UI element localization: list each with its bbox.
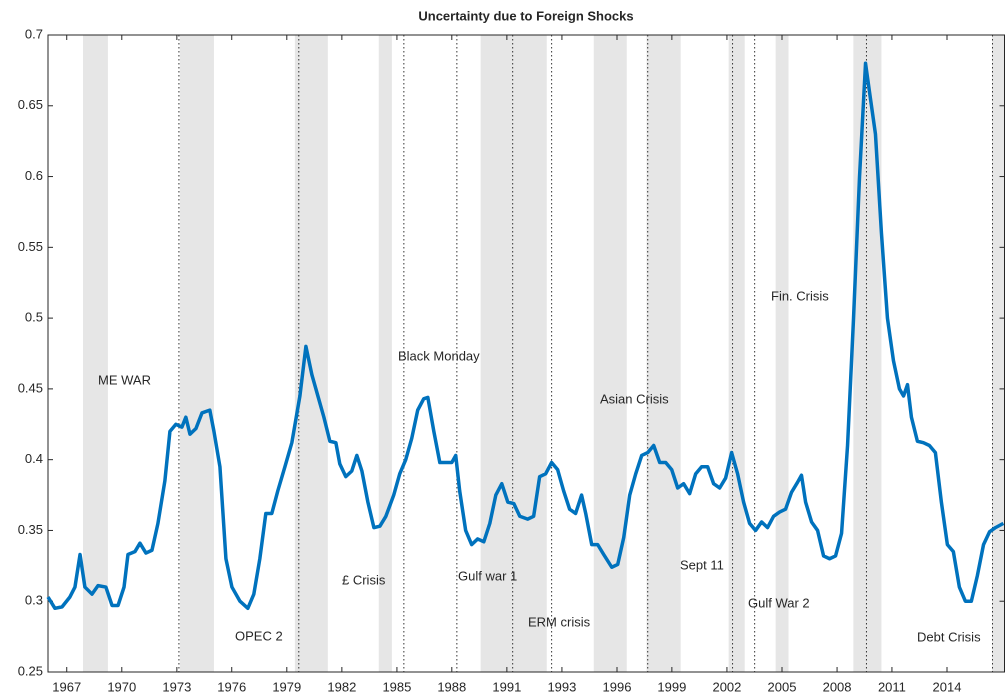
x-tick-label: 1973 bbox=[162, 679, 191, 694]
shaded-period bbox=[179, 35, 214, 672]
shaded-period bbox=[646, 35, 681, 672]
y-tick-label: 0.6 bbox=[25, 168, 43, 183]
y-tick-label: 0.25 bbox=[18, 663, 43, 678]
annotation: ME WAR bbox=[98, 372, 151, 387]
x-tick-label: 1976 bbox=[217, 679, 246, 694]
x-tick-label: 2011 bbox=[878, 679, 906, 694]
annotation: Sept 11 bbox=[680, 557, 724, 572]
y-tick-label: 0.4 bbox=[25, 451, 43, 466]
shaded-period bbox=[480, 35, 547, 672]
y-tick-label: 0.35 bbox=[18, 522, 43, 537]
y-tick-label: 0.3 bbox=[25, 593, 43, 608]
x-tick-label: 1991 bbox=[492, 679, 521, 694]
data-line bbox=[46, 61, 1005, 611]
annotation: £ Crisis bbox=[342, 572, 386, 587]
x-tick-label: 1993 bbox=[547, 679, 576, 694]
y-tick-label: 0.7 bbox=[25, 26, 43, 41]
shaded-period bbox=[593, 35, 627, 672]
x-tick-label: 1982 bbox=[327, 679, 356, 694]
shaded-period bbox=[775, 35, 789, 672]
y-tick-label: 0.65 bbox=[18, 97, 43, 112]
shaded-period bbox=[728, 35, 745, 672]
annotation: Asian Crisis bbox=[600, 391, 669, 406]
annotation: ERM crisis bbox=[528, 614, 591, 629]
shaded-period bbox=[83, 35, 108, 672]
y-tick-label: 0.45 bbox=[18, 380, 43, 395]
x-tick-label: 1988 bbox=[437, 679, 466, 694]
x-tick-label: 2008 bbox=[823, 679, 852, 694]
x-tick-label: 1999 bbox=[657, 679, 686, 694]
shaded-period bbox=[853, 35, 882, 672]
shaded-period bbox=[294, 35, 328, 672]
x-tick-label: 2014 bbox=[933, 679, 962, 694]
chart-title: Uncertainty due to Foreign Shocks bbox=[418, 8, 633, 23]
x-tick-label: 2005 bbox=[768, 679, 797, 694]
x-tick-label: 1970 bbox=[107, 679, 136, 694]
x-tick-label: 1985 bbox=[382, 679, 411, 694]
y-tick-label: 0.5 bbox=[25, 310, 43, 325]
x-tick-label: 1979 bbox=[272, 679, 301, 694]
annotation: Gulf war 1 bbox=[458, 568, 517, 583]
shaded-period bbox=[991, 35, 1005, 672]
annotation: Black Monday bbox=[398, 348, 480, 363]
annotation: Fin. Crisis bbox=[771, 288, 829, 303]
y-tick-label: 0.55 bbox=[18, 239, 43, 254]
x-tick-label: 2002 bbox=[712, 679, 741, 694]
x-tick-label: 1996 bbox=[603, 679, 632, 694]
annotation: Debt Crisis bbox=[917, 629, 981, 644]
annotation: Gulf War 2 bbox=[748, 595, 810, 610]
x-tick-label: 1967 bbox=[52, 679, 81, 694]
annotation: OPEC 2 bbox=[235, 628, 283, 643]
